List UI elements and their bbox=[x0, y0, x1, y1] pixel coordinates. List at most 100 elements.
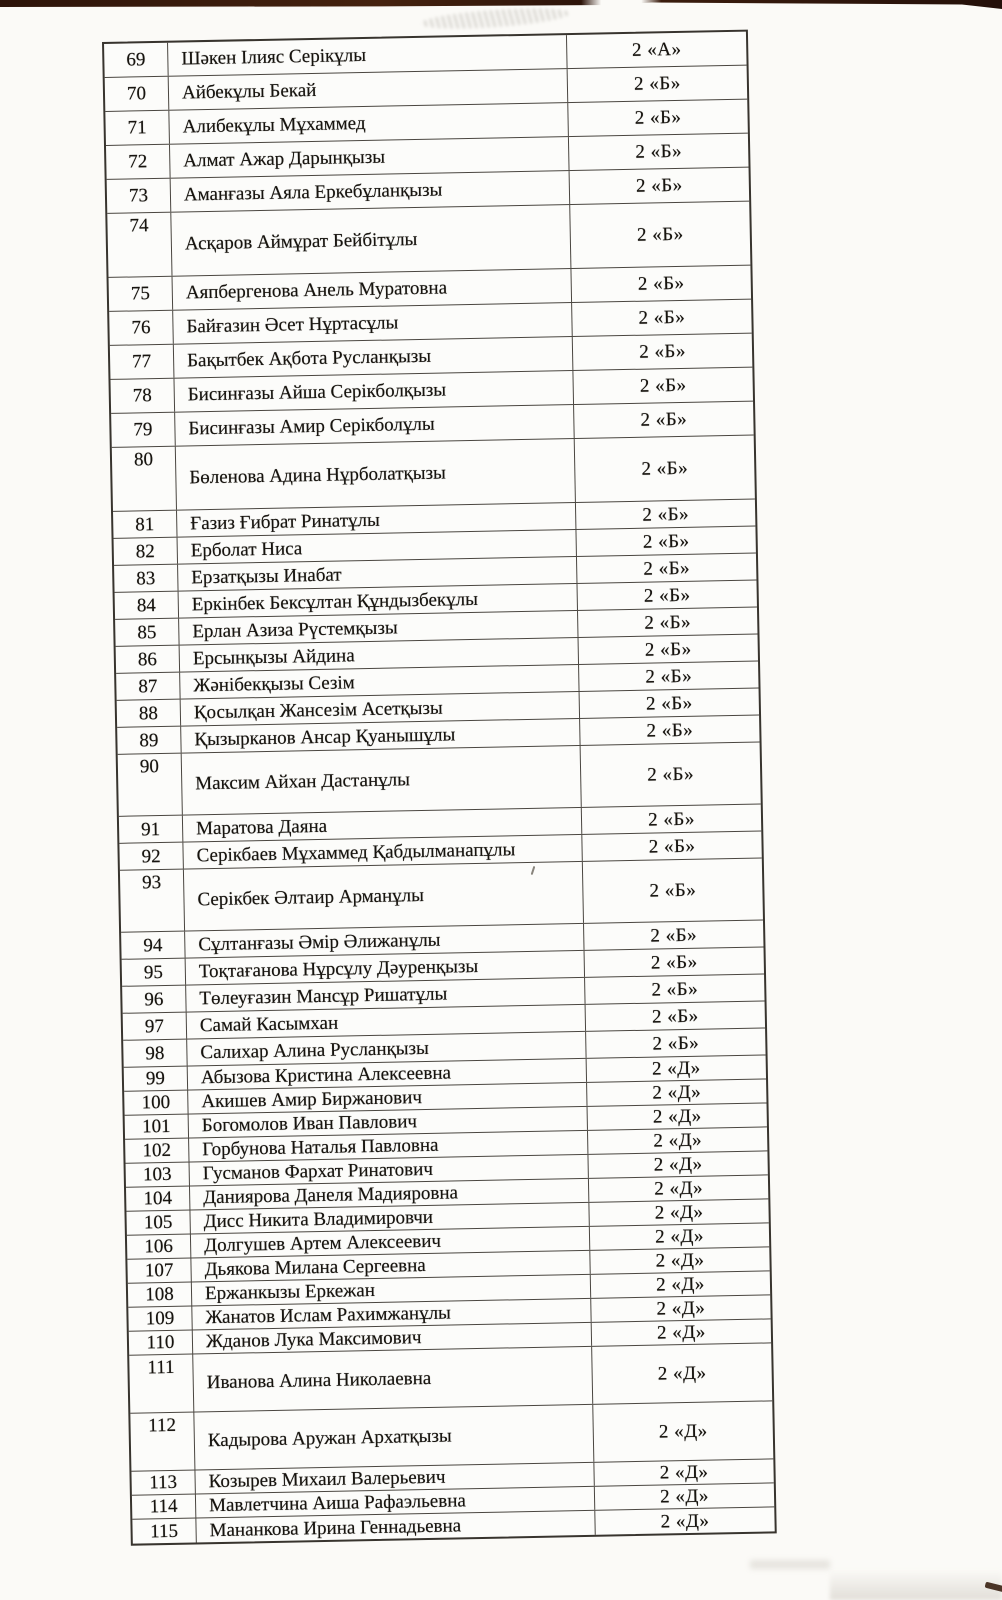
class-label: 2 «Д» bbox=[594, 1507, 775, 1535]
row-number: 115 bbox=[132, 1518, 197, 1544]
row-number: 97 bbox=[122, 1012, 188, 1040]
row-number: 109 bbox=[128, 1306, 193, 1331]
row-number: 111 bbox=[129, 1354, 195, 1413]
row-number: 70 bbox=[104, 76, 170, 111]
row-number: 73 bbox=[106, 178, 172, 213]
class-label: 2 «Д» bbox=[592, 1401, 774, 1462]
row-number: 106 bbox=[126, 1234, 192, 1259]
class-label: 2 «Б» bbox=[581, 858, 763, 923]
class-label: 2 «Б» bbox=[570, 265, 752, 303]
class-label: 2 «Б» bbox=[572, 367, 754, 405]
class-label: 2 «Д» bbox=[593, 1459, 774, 1486]
row-number: 103 bbox=[125, 1162, 190, 1187]
row-number: 93 bbox=[119, 869, 186, 932]
row-number: 113 bbox=[131, 1470, 196, 1495]
row-number: 96 bbox=[122, 985, 187, 1013]
row-number: 87 bbox=[116, 672, 181, 700]
student-name: Бөленова Адина Нұрболатқызы bbox=[189, 462, 446, 489]
row-number: 74 bbox=[107, 212, 173, 277]
row-number: 72 bbox=[105, 144, 171, 179]
row-number: 105 bbox=[126, 1210, 191, 1235]
row-number: 75 bbox=[108, 276, 174, 311]
row-number: 80 bbox=[111, 446, 177, 511]
class-label: 2 «Б» bbox=[577, 607, 758, 637]
class-label: 2 «Д» bbox=[590, 1295, 771, 1322]
class-label: 2 «Б» bbox=[573, 435, 755, 503]
class-label: 2 «Б» bbox=[584, 974, 765, 1004]
class-label: 2 «Д» bbox=[588, 1223, 770, 1250]
student-name: Кадырова Аружан Архатқызы bbox=[207, 1425, 452, 1452]
row-number: 76 bbox=[109, 310, 174, 345]
row-number: 104 bbox=[125, 1186, 191, 1211]
class-label: 2 «Б» bbox=[581, 831, 762, 861]
class-label: 2 «Б» bbox=[567, 133, 749, 171]
class-label: 2 «Б» bbox=[585, 1028, 766, 1058]
class-label: 2 «Б» bbox=[567, 99, 748, 137]
row-number: 90 bbox=[117, 753, 183, 816]
class-label: 2 «Д» bbox=[587, 1175, 769, 1202]
class-label: 2 «Б» bbox=[578, 661, 759, 691]
row-number: 102 bbox=[125, 1138, 190, 1163]
class-label: 2 «Б» bbox=[576, 580, 757, 610]
class-label: 2 «Д» bbox=[587, 1151, 768, 1178]
row-number: 83 bbox=[114, 564, 179, 592]
row-number: 71 bbox=[105, 110, 170, 145]
student-name: Серікбек Әлтаир Арманұлы bbox=[197, 884, 425, 911]
class-label: 2 «Б» bbox=[571, 333, 753, 371]
class-label: 2 «Б» bbox=[569, 201, 751, 269]
scan-edge-artifact bbox=[0, 0, 1002, 9]
row-number: 99 bbox=[123, 1066, 189, 1091]
row-number: 107 bbox=[127, 1258, 192, 1283]
row-number: 114 bbox=[131, 1494, 197, 1519]
row-number: 101 bbox=[124, 1114, 190, 1139]
class-label: 2 «А» bbox=[565, 31, 747, 69]
class-label: 2 «Б» bbox=[577, 634, 758, 664]
scan-smear-artifact bbox=[750, 1560, 830, 1569]
class-label: 2 «Б» bbox=[568, 167, 750, 205]
class-label: 2 «Б» bbox=[574, 499, 756, 530]
class-label: 2 «Б» bbox=[579, 742, 761, 807]
student-table: 69 Шәкен Ілияс Серікұлы 2 «А» 70 Айбекұл… bbox=[102, 29, 777, 1546]
row-number: 108 bbox=[127, 1282, 193, 1307]
class-label: 2 «Д» bbox=[586, 1103, 767, 1130]
row-number: 94 bbox=[121, 931, 186, 959]
row-number: 69 bbox=[104, 42, 169, 77]
class-label: 2 «Б» bbox=[583, 947, 765, 977]
class-label: 2 «Д» bbox=[588, 1199, 769, 1226]
row-number: 77 bbox=[109, 344, 175, 379]
row-number: 98 bbox=[123, 1039, 188, 1067]
class-label: 2 «Д» bbox=[590, 1319, 772, 1346]
class-label: 2 «Б» bbox=[571, 299, 752, 337]
class-label: 2 «Д» bbox=[593, 1483, 775, 1510]
row-number: 78 bbox=[110, 378, 176, 413]
class-label: 2 «Д» bbox=[591, 1343, 773, 1404]
class-label: 2 «Б» bbox=[578, 688, 760, 718]
row-number: 85 bbox=[115, 618, 180, 646]
class-label: 2 «Б» bbox=[575, 553, 757, 583]
row-number: 84 bbox=[114, 591, 180, 619]
student-name: Максим Айхан Дастанұлы bbox=[195, 769, 411, 795]
row-number: 89 bbox=[117, 726, 182, 754]
class-label: 2 «Б» bbox=[584, 1001, 766, 1031]
student-name: Асқаров Аймұрат Бейбітұлы bbox=[184, 228, 418, 255]
class-label: 2 «Б» bbox=[575, 526, 756, 556]
row-number: 88 bbox=[116, 699, 182, 727]
row-number: 91 bbox=[118, 815, 184, 843]
class-label: 2 «Б» bbox=[579, 715, 760, 745]
row-number: 92 bbox=[119, 842, 184, 870]
student-name: Иванова Алина Николаевна bbox=[206, 1367, 432, 1394]
row-number: 81 bbox=[113, 510, 178, 538]
class-label: 2 «Д» bbox=[589, 1271, 771, 1298]
scan-shadow-artifact bbox=[830, 1570, 1002, 1600]
class-label: 2 «Д» bbox=[586, 1127, 768, 1154]
row-number: 100 bbox=[124, 1090, 189, 1115]
row-number: 110 bbox=[128, 1330, 194, 1355]
class-label: 2 «Д» bbox=[586, 1079, 767, 1106]
class-label: 2 «Д» bbox=[589, 1247, 770, 1274]
row-number: 95 bbox=[121, 958, 187, 986]
row-number: 112 bbox=[130, 1412, 196, 1471]
row-number: 82 bbox=[113, 537, 179, 565]
row-number: 79 bbox=[111, 412, 176, 447]
row-number: 86 bbox=[115, 645, 181, 673]
